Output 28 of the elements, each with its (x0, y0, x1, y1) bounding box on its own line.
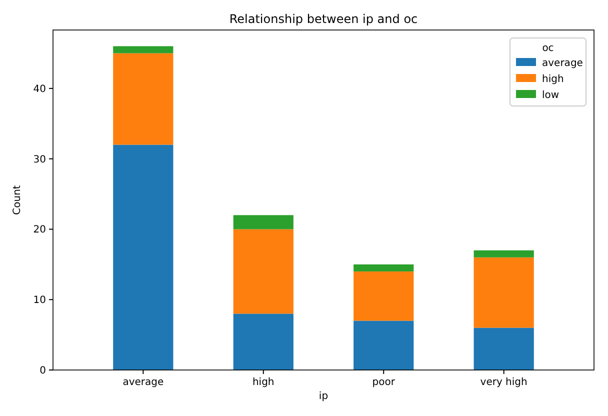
x-tick-label: very high (480, 377, 528, 388)
bar (233, 215, 294, 230)
bar (474, 250, 534, 258)
bar (354, 271, 414, 321)
bar (233, 314, 294, 370)
x-axis-title: ip (318, 391, 328, 402)
legend-label: high (542, 74, 564, 85)
y-tick-label: 30 (33, 154, 46, 166)
bar (113, 53, 174, 145)
legend-label: average (542, 58, 583, 69)
legend-label: low (542, 90, 560, 101)
y-tick-label: 40 (33, 84, 46, 95)
x-tick-label: high (252, 377, 274, 388)
x-tick-label: average (122, 377, 164, 388)
bar (113, 46, 174, 54)
y-tick-label: 20 (33, 224, 46, 236)
bar (354, 264, 414, 272)
y-tick-label: 0 (40, 366, 46, 376)
chart-title: Relationship between ip and oc (229, 12, 418, 26)
bar (474, 328, 534, 370)
bar (233, 229, 294, 314)
y-tick-label: 10 (33, 295, 46, 306)
bar (113, 144, 174, 370)
bar (354, 320, 414, 370)
legend-title: oc (542, 43, 554, 54)
bar (474, 257, 534, 328)
y-axis-title: Count (12, 185, 23, 215)
x-tick-label: poor (372, 377, 396, 388)
